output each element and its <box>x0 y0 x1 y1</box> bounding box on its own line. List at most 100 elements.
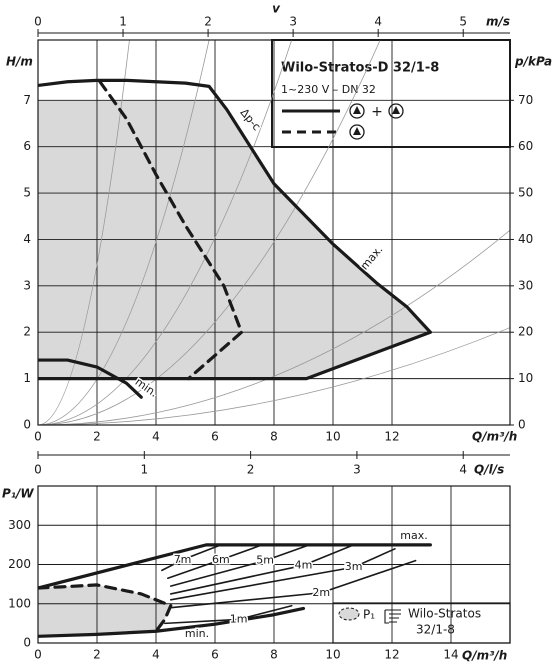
plot-area <box>38 40 510 425</box>
curve-annotation: min. <box>185 627 209 640</box>
x2-tick-label: 4 <box>459 463 467 477</box>
x-tick-label: 12 <box>384 648 399 662</box>
legend-box <box>332 602 511 644</box>
plot-frame <box>37 39 511 426</box>
y2-tick-label: 70 <box>518 93 533 107</box>
head-curve-label: 2m <box>312 586 330 599</box>
curve-annotation: max. <box>400 529 427 542</box>
x-tick-label: 6 <box>211 648 219 662</box>
dashed-curve <box>98 80 244 381</box>
curve <box>38 358 143 399</box>
operating-area <box>38 584 171 637</box>
head-curve <box>169 559 417 609</box>
head-curve <box>161 544 222 572</box>
pump-icon <box>388 103 404 119</box>
y-tick-label: 7 <box>23 93 31 107</box>
x2-axis-label: Q/l/s <box>474 463 504 477</box>
system-curve <box>38 40 130 425</box>
system-curve <box>38 327 510 425</box>
x2-tick-label: 4 <box>374 15 382 29</box>
pump-icon <box>349 103 365 119</box>
y-tick-label: 3 <box>23 278 31 292</box>
x2-tick-label: 0 <box>34 15 42 29</box>
legend: Wilo-Stratos-D 32/1-8 1~230 V – DN 32 + <box>271 39 511 148</box>
curve <box>38 543 432 590</box>
head-curve-label: 5m <box>256 554 274 567</box>
legend-subtitle: 1~230 V – DN 32 <box>281 83 376 96</box>
y2-tick-label: 60 <box>518 139 533 153</box>
y-tick-label: 1 <box>23 371 31 385</box>
plot-area <box>38 486 510 643</box>
legend: P₁ Wilo-Stratos 32/1-8 <box>332 602 511 644</box>
x-axis-label: Q/m³/h <box>462 649 507 663</box>
x2-tick-label: 1 <box>140 463 148 477</box>
pump-icon <box>349 124 365 140</box>
legend-text: 32/1-8 <box>416 623 455 637</box>
system-curve <box>38 229 510 425</box>
y2-tick-label: 10 <box>518 371 533 385</box>
y2-tick-label: 50 <box>518 186 533 200</box>
legend-plus: + <box>371 104 383 120</box>
head-curve-label: 6m <box>212 553 230 566</box>
x-tick-label: 14 <box>443 648 458 662</box>
head-curve-label: 7m <box>174 553 192 566</box>
y-tick-label: 0 <box>23 636 31 650</box>
head-curve <box>169 544 311 587</box>
x-tick-label: 0 <box>34 648 42 662</box>
y2-tick-label: 30 <box>518 278 533 292</box>
head-curve <box>169 544 355 595</box>
y-axis-label: H/m <box>6 55 33 69</box>
legend-text: Wilo-Stratos <box>408 607 481 621</box>
x2-tick-label: 3 <box>353 463 361 477</box>
head-curve-label: 4m <box>295 558 313 571</box>
y-tick-label: 6 <box>23 139 31 153</box>
x-tick-label: 4 <box>152 648 160 662</box>
y-tick-label: 4 <box>23 232 31 246</box>
y-tick-label: 200 <box>8 557 31 571</box>
head-curve <box>169 548 396 601</box>
x2-tick-label: 1 <box>119 15 127 29</box>
dashed-curve <box>38 583 173 633</box>
x-tick-label: 0 <box>34 430 42 444</box>
legend-title: Wilo-Stratos-D 32/1-8 <box>281 61 439 76</box>
x-tick-label: 6 <box>211 430 219 444</box>
x-tick-label: 10 <box>325 648 340 662</box>
system-curve <box>38 40 381 425</box>
y-tick-label: 300 <box>8 518 31 532</box>
y-tick-label: 5 <box>23 186 31 200</box>
legend-swatch-label: P₁ <box>363 608 375 622</box>
y-axis-label: P₁/W <box>2 487 34 501</box>
x-tick-label: 2 <box>93 648 101 662</box>
x-tick-label: 2 <box>93 430 101 444</box>
curve <box>38 330 432 381</box>
x2-tick-label: 3 <box>289 15 297 29</box>
curve <box>38 606 306 638</box>
legend-swatch <box>338 607 360 621</box>
x-tick-label: 10 <box>325 430 340 444</box>
x2-tick-label: 0 <box>34 463 42 477</box>
y2-tick-label: 40 <box>518 232 533 246</box>
y2-axis-label: p/kPa <box>514 55 552 69</box>
head-curve <box>167 544 263 580</box>
x2-tick-label: 2 <box>204 15 212 29</box>
head-curve-label: 1m <box>230 612 248 625</box>
plot-frame <box>37 485 511 644</box>
system-curve <box>38 40 210 425</box>
x-tick-label: 8 <box>270 430 278 444</box>
y2-tick-label: 0 <box>518 418 526 432</box>
head-curve-label: 3m <box>345 560 363 573</box>
x2-tick-label: 2 <box>247 463 255 477</box>
x-axis-label: Q/m³/h <box>472 430 517 444</box>
x-tick-label: 8 <box>270 648 278 662</box>
x-tick-label: 12 <box>384 430 399 444</box>
system-curve <box>38 40 293 425</box>
y-tick-label: 100 <box>8 596 31 610</box>
curve <box>38 78 432 334</box>
y-tick-label: 0 <box>23 418 31 432</box>
x2-tick-label: 5 <box>459 15 467 29</box>
x-tick-label: 4 <box>152 430 160 444</box>
x2-axis-symbol: v <box>272 2 281 16</box>
y-tick-label: 2 <box>23 325 31 339</box>
y2-tick-label: 20 <box>518 325 533 339</box>
